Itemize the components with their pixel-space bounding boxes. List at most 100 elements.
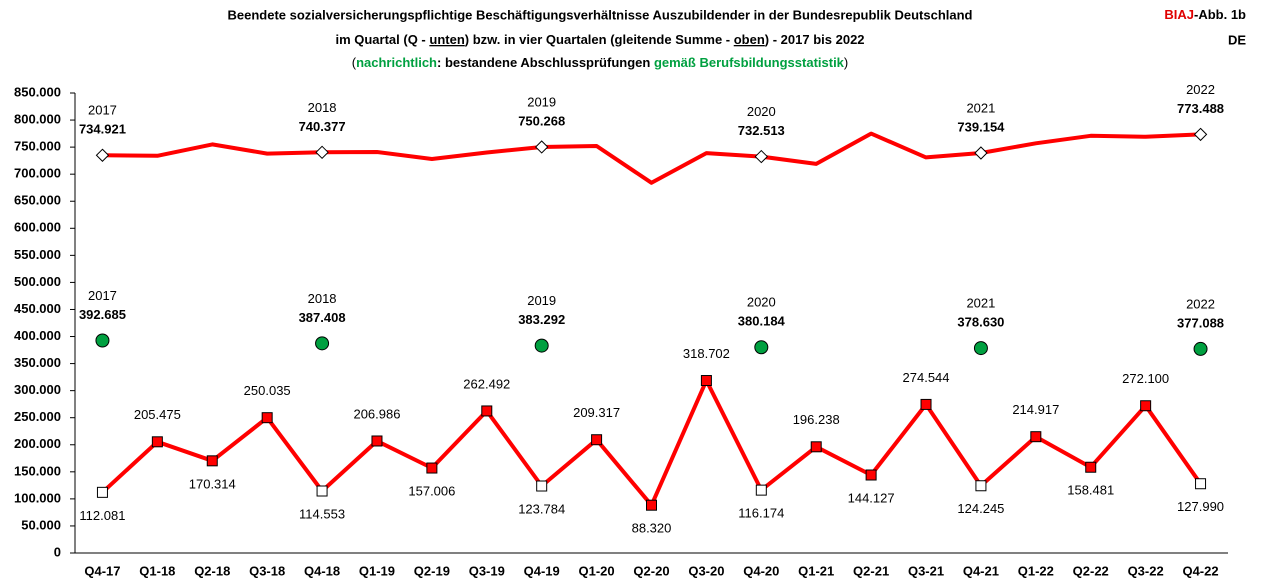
y-tick-label: 100.000 (14, 490, 61, 505)
point (261, 412, 273, 424)
subtitle-part: ) - 2017 bis 2022 (765, 32, 865, 47)
x-tick-label: Q2-20 (633, 563, 669, 578)
point (975, 480, 987, 492)
data-label: 392.685 (79, 307, 126, 322)
y-tick-label: 600.000 (14, 220, 61, 235)
note-part: ( (352, 55, 357, 70)
point (1195, 478, 1207, 490)
point (810, 441, 822, 453)
data-label: 732.513 (738, 123, 785, 138)
x-tick-label: Q2-22 (1073, 563, 1109, 578)
point (316, 485, 328, 497)
y-tick-label: 450.000 (14, 301, 61, 316)
x-tick-label: Q2-19 (414, 563, 450, 578)
point (1140, 400, 1152, 412)
data-label: 378.630 (957, 315, 1004, 330)
x-tick-label: Q1-21 (798, 563, 834, 578)
data-label: 383.292 (518, 312, 565, 327)
point (534, 140, 549, 154)
data-label: 170.314 (189, 476, 236, 491)
data-label: 734.921 (79, 122, 126, 137)
point (973, 341, 988, 356)
y-tick-label: 650.000 (14, 193, 61, 208)
subtitle-part: im Quartal (Q - (335, 32, 429, 47)
point (646, 499, 657, 511)
year-label: 2019 (527, 293, 556, 308)
x-tick-label: Q3-22 (1128, 563, 1164, 578)
y-tick-label: 850.000 (14, 84, 61, 99)
point (534, 338, 549, 353)
data-label: 127.990 (1177, 499, 1224, 514)
y-tick-label: 750.000 (14, 139, 61, 154)
data-label: 123.784 (518, 501, 565, 516)
point (536, 480, 548, 492)
point (754, 149, 769, 164)
data-label: 250.035 (244, 383, 291, 398)
point (1085, 461, 1097, 473)
y-tick-label: 700.000 (14, 166, 61, 181)
point (371, 435, 383, 447)
chart-title: Beendete sozialversicherungspflichtige B… (227, 7, 972, 22)
point (1193, 341, 1208, 356)
data-label: 144.127 (848, 490, 895, 505)
x-tick-label: Q4-18 (304, 563, 340, 578)
x-tick-label: Q1-22 (1018, 563, 1054, 578)
source-part: -Abb. 1b (1194, 7, 1246, 22)
point (315, 145, 329, 160)
data-label: 114.553 (299, 506, 345, 521)
y-tick-label: 0 (54, 544, 61, 559)
data-label: 214.917 (1012, 402, 1059, 417)
data-label: 377.088 (1177, 315, 1224, 330)
series-line (101, 378, 1203, 508)
note-part: : bestandene Abschlussprüfungen (437, 55, 654, 70)
point (1193, 127, 1208, 142)
region: DE (1228, 32, 1246, 47)
data-label: 124.245 (957, 501, 1004, 516)
x-tick-label: Q4-19 (524, 563, 560, 578)
point (755, 484, 767, 496)
note-part: nachrichtlich (356, 55, 437, 70)
data-label: 272.100 (1122, 371, 1169, 386)
point (591, 434, 603, 446)
y-tick-label: 200.000 (14, 436, 61, 451)
point (426, 462, 438, 474)
data-label: 158.481 (1067, 483, 1114, 498)
year-label: 2018 (308, 100, 337, 115)
point (1030, 431, 1042, 443)
series-line (102, 131, 1201, 185)
point (95, 333, 110, 348)
point (96, 486, 108, 498)
point (315, 336, 330, 351)
data-label: 740.377 (299, 119, 346, 134)
subtitle-part: ) bzw. in vier Quartalen (gleitende Summ… (465, 32, 734, 47)
data-label: 196.238 (793, 412, 840, 427)
data-label: 112.081 (79, 508, 125, 523)
x-tick-label: Q4-21 (963, 563, 999, 578)
year-label: 2021 (966, 296, 995, 311)
chart-note: (nachrichtlich: bestandene Abschlussprüf… (352, 55, 849, 70)
data-label: 205.475 (134, 407, 181, 422)
x-tick-label: Q3-19 (469, 563, 505, 578)
point (700, 375, 712, 387)
subtitle-part: oben (734, 32, 765, 47)
point (865, 469, 877, 481)
point (481, 405, 493, 417)
data-label: 206.986 (353, 406, 400, 421)
x-tick-label: Q1-19 (359, 563, 395, 578)
y-tick-label: 550.000 (14, 247, 61, 262)
x-tick-label: Q1-18 (139, 563, 175, 578)
y-tick-label: 350.000 (14, 355, 61, 370)
year-label: 2022 (1186, 296, 1215, 311)
y-tick-label: 300.000 (14, 382, 61, 397)
point (206, 455, 218, 467)
x-tick-label: Q2-21 (853, 563, 889, 578)
data-label: 380.184 (738, 314, 786, 329)
data-label: 387.408 (299, 310, 346, 325)
y-tick-label: 400.000 (14, 328, 61, 343)
point (920, 398, 932, 410)
x-tick-label: Q3-18 (249, 563, 285, 578)
subtitle-part: unten (429, 32, 464, 47)
data-label: 157.006 (408, 483, 455, 498)
data-label: 318.702 (683, 346, 730, 361)
